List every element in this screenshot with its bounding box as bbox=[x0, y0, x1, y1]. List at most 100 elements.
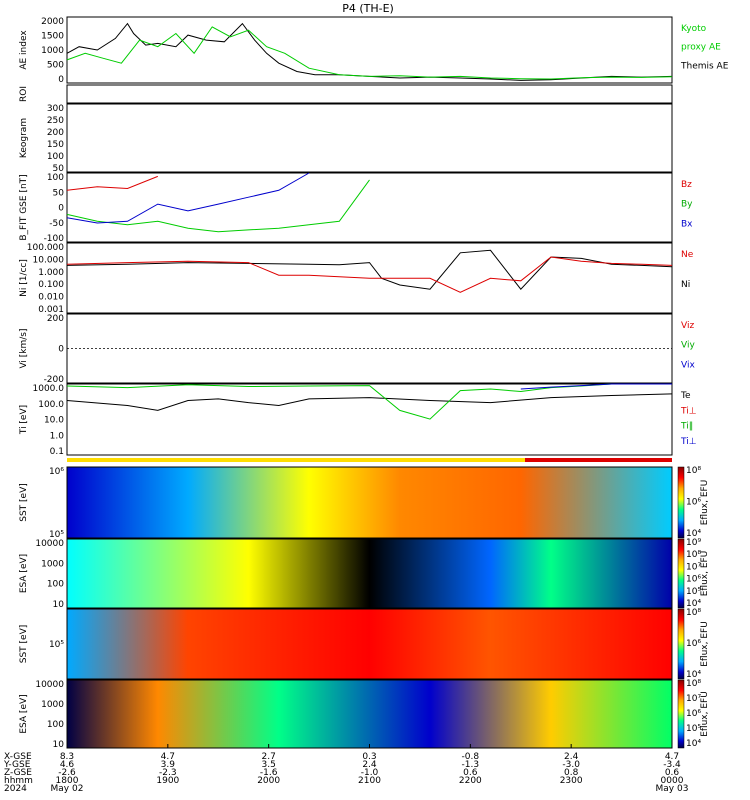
x-tick-hhmm: 2200 bbox=[459, 776, 482, 786]
y-tick-label: 50 bbox=[53, 188, 65, 198]
y-tick-label: 0.1 bbox=[50, 447, 64, 457]
x-row-label: Z-GSE bbox=[4, 768, 32, 778]
y-tick-label: 200 bbox=[47, 128, 64, 138]
panel-frame bbox=[66, 466, 673, 539]
y-tick-label: 2000 bbox=[41, 17, 64, 27]
spectrogram-sst_i bbox=[67, 609, 672, 679]
panel-frame bbox=[66, 172, 673, 243]
x-tick-z: -1.0 bbox=[361, 768, 379, 778]
panel-ni: Ni [1/cc] 100.000 10.000 1.000 0.100 0.010 0.0… bbox=[19, 242, 694, 315]
legend-entry: Themis AE bbox=[680, 61, 729, 71]
colorbar-tick: 10⁹ bbox=[686, 538, 701, 548]
panel-roi: ROI bbox=[19, 84, 673, 104]
x-tick-z: 0.6 bbox=[665, 768, 680, 778]
panel-frame bbox=[66, 103, 673, 173]
y-tick-label: 100.000 bbox=[27, 243, 64, 253]
mode-bar-burst bbox=[525, 458, 672, 462]
x-tick-x: 8.3 bbox=[60, 752, 74, 762]
y-tick-label: 0.100 bbox=[38, 280, 64, 290]
y-axis-label: Vi [km/s] bbox=[19, 328, 29, 368]
y-axis-label: ESA [eV] bbox=[19, 694, 29, 733]
series-bz bbox=[66, 175, 158, 191]
panel-kp: Keogram 300 250 200 150 100 50 bbox=[19, 103, 673, 174]
y-tick-label: 10⁵ bbox=[49, 640, 64, 650]
x-tick-z: 0.8 bbox=[564, 768, 579, 778]
x-axis-table: X-GSEY-GSEZ-GSEhhmm20248.34.6-2.61800May… bbox=[3, 744, 688, 794]
panel-frame bbox=[66, 242, 673, 314]
y-tick-label: 250 bbox=[47, 116, 64, 126]
y-tick-label: 1.0 bbox=[50, 431, 65, 441]
legend-entry: Vix bbox=[681, 360, 695, 370]
legend-entry: Viz bbox=[681, 321, 694, 331]
legend-entry: proxy AE bbox=[681, 43, 721, 53]
x-row-label: 2024 bbox=[4, 784, 27, 794]
series-ti- bbox=[520, 383, 672, 390]
y-tick-label: 100 bbox=[47, 720, 64, 730]
y-tick-label: 200 bbox=[47, 314, 64, 324]
y-axis-label: ROI bbox=[19, 86, 29, 102]
y-axis-label: Ti [eV] bbox=[19, 405, 29, 435]
panel-frame bbox=[66, 313, 673, 384]
x-tick-y: -1.3 bbox=[462, 760, 480, 770]
panel-bfit: B_FIT GSE [nT] 100 50 0 -50 -100 Bz By Bx bbox=[19, 172, 693, 244]
panel-frame bbox=[66, 608, 673, 680]
legend-entry: Ti⊥ bbox=[680, 406, 697, 416]
y-axis-label: Keogram bbox=[19, 118, 29, 158]
y-tick-label: 1000 bbox=[41, 700, 64, 710]
panel-frame bbox=[66, 538, 673, 609]
y-axis-label: SST [eV] bbox=[19, 483, 29, 522]
y-tick-label: 150 bbox=[47, 140, 64, 150]
x-tick-hhmm: 1800 bbox=[56, 776, 79, 786]
x-tick-y: 3.5 bbox=[262, 760, 276, 770]
y-tick-label: 1000 bbox=[41, 559, 64, 569]
x-tick-hhmm: 2100 bbox=[358, 776, 381, 786]
x-tick-x: 2.7 bbox=[262, 752, 276, 762]
y-tick-label: 1000 bbox=[41, 46, 64, 56]
y-tick-label: 0 bbox=[58, 204, 64, 214]
y-tick-label: -200 bbox=[44, 375, 65, 385]
legend-entry: Kyoto bbox=[681, 24, 707, 34]
colorbar-tick: 10⁶ bbox=[686, 498, 701, 508]
colorbar-tick: 10⁸ bbox=[686, 608, 701, 618]
x-tick-date: May 03 bbox=[656, 784, 689, 794]
legend-entry: Ti‖ bbox=[680, 422, 693, 432]
series-ti- bbox=[66, 383, 672, 420]
x-tick-y: -3.4 bbox=[663, 760, 681, 770]
legend-entry: Viy bbox=[681, 341, 695, 351]
colorbar-tick: 10⁷ bbox=[686, 694, 701, 704]
series-ne bbox=[66, 256, 673, 293]
figure-title: P4 (TH-E) bbox=[342, 2, 394, 15]
colorbar-label: Eflux, EFU bbox=[700, 551, 710, 597]
colorbar-tick: 10⁴ bbox=[686, 529, 701, 539]
colorbar-tick: 10⁶ bbox=[686, 639, 701, 649]
y-tick-label: 100.0 bbox=[38, 400, 64, 410]
y-tick-label: 10.0 bbox=[44, 416, 64, 426]
colorbar-tick: 10⁴ bbox=[686, 739, 701, 749]
legend-entry: Te bbox=[680, 391, 691, 401]
x-tick-z: 0.6 bbox=[463, 768, 478, 778]
colorbar-tick: 10⁸ bbox=[686, 466, 701, 476]
panel-esa_i: Eflux, EFU 10⁸ 10⁷ 10⁶ 10⁵ 10⁴ ESA [eV] 10000 10… bbox=[19, 679, 710, 750]
y-tick-label: 0.010 bbox=[38, 293, 64, 303]
y-tick-label: 1000.0 bbox=[33, 384, 65, 394]
colorbar-label: Eflux, EFU bbox=[700, 480, 710, 526]
panel-ae: AE index 2000 1500 1000 500 0 Kyoto proxy AE The… bbox=[19, 16, 729, 85]
colorbar-tick: 10⁴ bbox=[686, 599, 701, 609]
y-tick-label: 10 bbox=[53, 740, 65, 750]
series-ni bbox=[66, 249, 673, 290]
panel-esa_e: Eflux, EFU 10⁹ 10⁸ 10⁷ 10⁶ 10⁵ 10⁴ ESA [eV] 1000… bbox=[19, 538, 710, 610]
x-row-label: Y-GSE bbox=[3, 760, 31, 770]
colorbar-tick: 10⁴ bbox=[686, 670, 701, 680]
spectrogram-sst_e bbox=[67, 467, 672, 538]
x-row-label: X-GSE bbox=[4, 752, 32, 762]
y-tick-label: 10000 bbox=[35, 539, 64, 549]
colorbar-esa_i bbox=[677, 679, 685, 749]
x-tick-hhmm: 1900 bbox=[156, 776, 179, 786]
legend-entry: Bx bbox=[681, 219, 693, 229]
y-axis-label: ESA [eV] bbox=[19, 554, 29, 593]
x-tick-z: -2.3 bbox=[159, 768, 177, 778]
colorbar-label: Eflux, EFU bbox=[700, 691, 710, 737]
y-tick-label: 10 bbox=[53, 600, 65, 610]
legend-entry: Bz bbox=[681, 180, 692, 190]
